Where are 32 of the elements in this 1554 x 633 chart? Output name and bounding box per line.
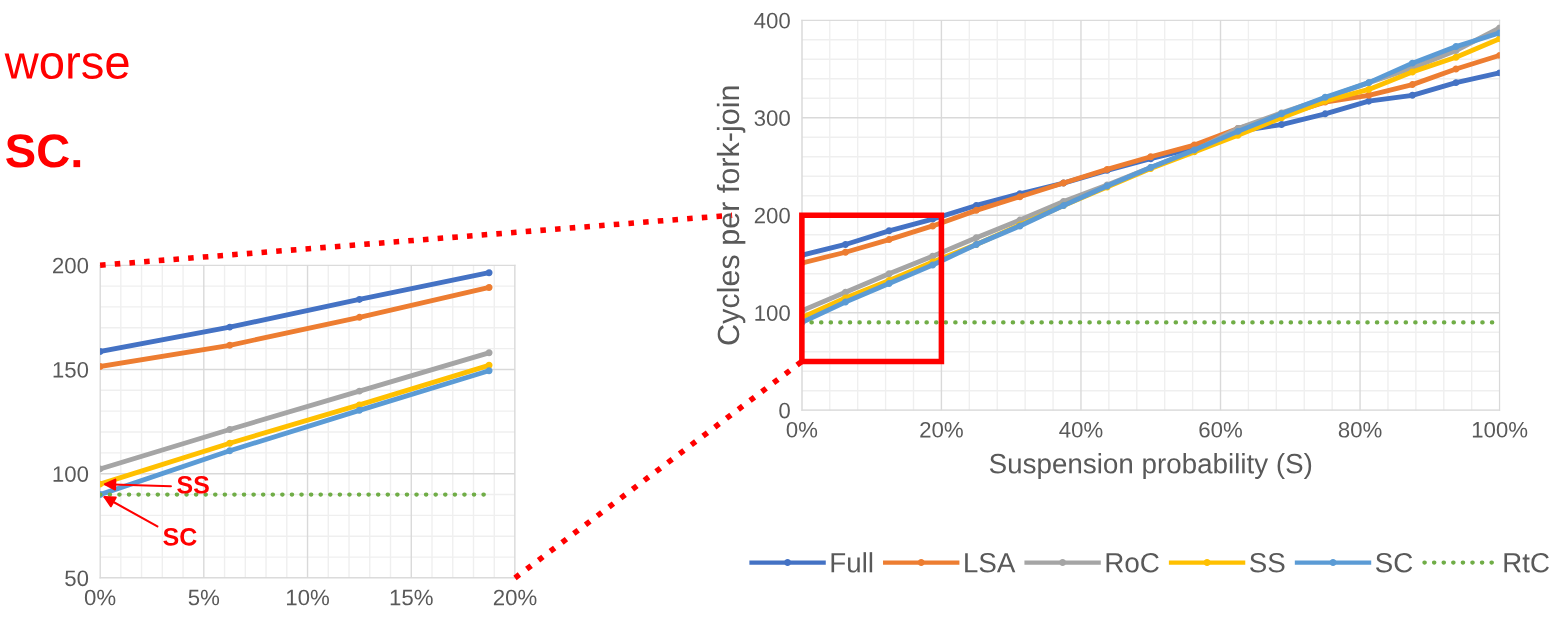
legend-label: Full: [831, 552, 873, 573]
y-tick-label: 400: [754, 12, 790, 29]
annotation: SS: [177, 475, 209, 494]
y-tick-label: 100: [53, 466, 89, 482]
x-tick-label: 100%: [1472, 421, 1528, 438]
legend-label: SS: [1250, 552, 1285, 573]
y-tick-label: 300: [754, 110, 790, 127]
x-tick-label: 40%: [1059, 421, 1103, 438]
y-tick-label: 100: [755, 305, 790, 321]
annotation: SC: [163, 527, 197, 546]
y-tick-label: 200: [53, 257, 89, 274]
x-tick-label: 0%: [84, 589, 116, 606]
x-tick-label: 15%: [390, 589, 433, 606]
y-tick-label: 50: [65, 570, 89, 587]
text: SC.: [6, 134, 81, 168]
legend-label: SC: [1375, 552, 1413, 573]
x-tick-label: 0%: [786, 421, 818, 438]
x-tick-label: 20%: [493, 589, 537, 606]
x-tick-label: 10%: [286, 589, 329, 606]
legend-label: RoC: [1106, 552, 1159, 573]
y-axis-title: Cycles per fork-join: [716, 86, 746, 345]
x-tick-label: 60%: [1199, 421, 1242, 438]
legend-label: LSA: [965, 552, 1016, 573]
x-tick-label: 20%: [920, 421, 963, 438]
y-tick-label: 150: [53, 362, 89, 378]
x-tick-label: 80%: [1338, 421, 1382, 438]
x-tick-label: 5%: [188, 589, 220, 606]
x-axis-title: Suspension probability (S): [989, 453, 1312, 480]
y-tick-label: 200: [754, 207, 790, 224]
text: worse: [4, 53, 129, 79]
legend-label: RtC: [1504, 552, 1549, 573]
y-tick-label: 0: [779, 402, 790, 419]
